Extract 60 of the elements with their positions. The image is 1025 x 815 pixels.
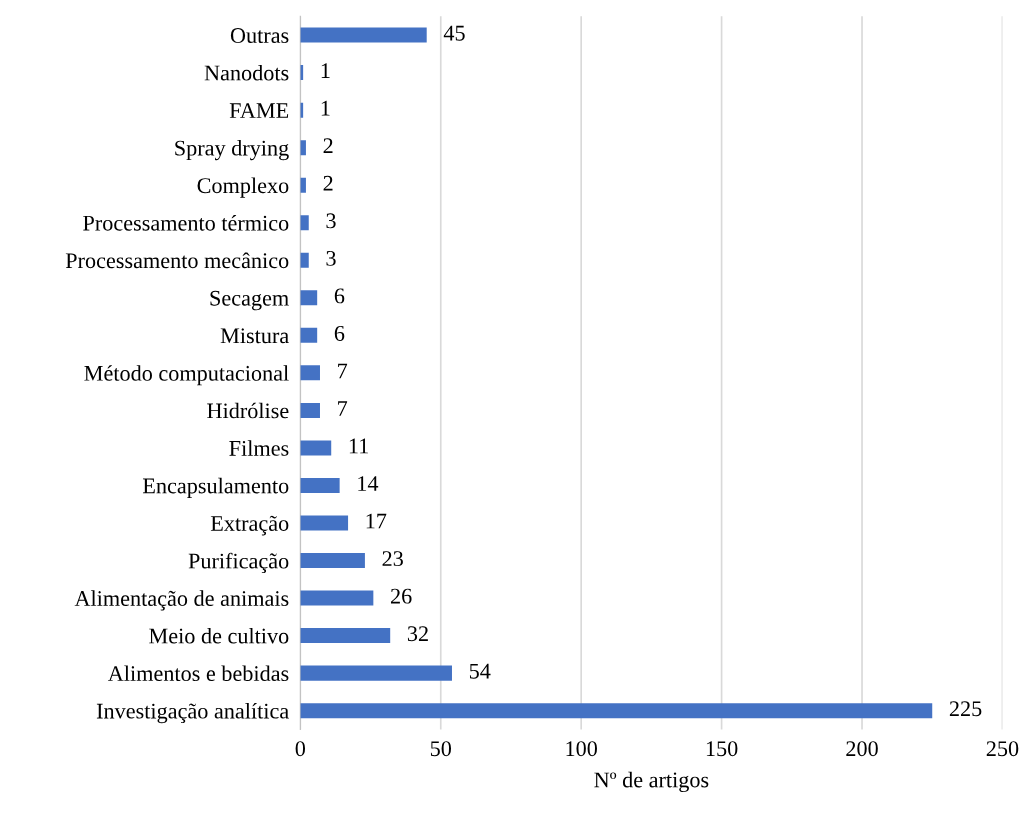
bar — [300, 215, 309, 231]
bar — [300, 665, 452, 681]
data-label: 45 — [443, 25, 465, 41]
bar — [300, 477, 340, 493]
x-tick-label: 0 — [295, 741, 306, 757]
y-tick-label: Processamento mecânico — [65, 252, 289, 269]
x-tick-label: 100 — [566, 741, 597, 757]
y-tick-label: Outras — [230, 28, 289, 43]
y-tick-label: Purificação — [188, 552, 289, 574]
y-tick-label: Filmes — [229, 440, 289, 456]
bar — [300, 553, 365, 569]
y-tick-label: Spray drying — [175, 139, 289, 161]
data-label: 11 — [349, 438, 368, 454]
y-tick-label: Nanodots — [204, 64, 289, 81]
data-label: 3 — [326, 213, 336, 229]
y-tick-label: Meio de cultivo — [149, 627, 289, 644]
x-tick-label: 150 — [706, 741, 738, 757]
x-axis-title: Nº de artigos — [594, 771, 709, 793]
x-tick-label: 200 — [846, 741, 878, 757]
y-tick-label: Alimentação de animais — [74, 590, 289, 611]
data-label: 17 — [366, 513, 387, 529]
data-label: 225 — [949, 701, 982, 717]
data-label: 2 — [323, 138, 333, 154]
bar — [300, 252, 309, 268]
y-tick-label: Processamento térmico — [83, 214, 289, 231]
data-label: 6 — [334, 288, 345, 304]
y-tick-label: Método computacional — [84, 365, 289, 386]
data-label: 7 — [338, 363, 348, 379]
data-label: 2 — [323, 175, 333, 191]
bar — [300, 365, 320, 381]
data-label: 1 — [321, 100, 330, 116]
data-label: 7 — [338, 401, 348, 416]
bar — [300, 703, 933, 719]
bar — [300, 628, 391, 644]
y-tick-label: Mistura — [220, 328, 289, 344]
bar — [300, 515, 349, 531]
bar — [300, 290, 318, 306]
bar — [300, 440, 332, 456]
y-tick-label: Extração — [210, 515, 289, 536]
y-tick-label: Secagem — [210, 290, 289, 311]
bar — [300, 590, 374, 606]
data-label: 14 — [358, 476, 379, 491]
x-tick-label: 50 — [430, 741, 452, 757]
y-tick-label: Investigação analítica — [96, 702, 289, 724]
data-label: 32 — [407, 626, 428, 642]
data-label: 23 — [382, 551, 403, 567]
y-tick-label: Alimentos e bebidas — [107, 665, 289, 682]
x-tick-label: 250 — [986, 741, 1019, 757]
data-label: 54 — [469, 663, 491, 679]
data-label: 1 — [321, 63, 330, 78]
y-tick-label: Hidrólise — [207, 402, 289, 419]
y-tick-label: Encapsulamento — [142, 477, 289, 498]
data-label: 6 — [334, 325, 345, 341]
bar — [300, 27, 427, 43]
y-tick-label: FAME — [229, 103, 289, 118]
bar — [300, 402, 320, 418]
data-label: 26 — [390, 588, 412, 604]
data-label: 3 — [326, 250, 336, 266]
bar — [300, 327, 318, 343]
y-tick-label: Complexo — [197, 177, 289, 198]
